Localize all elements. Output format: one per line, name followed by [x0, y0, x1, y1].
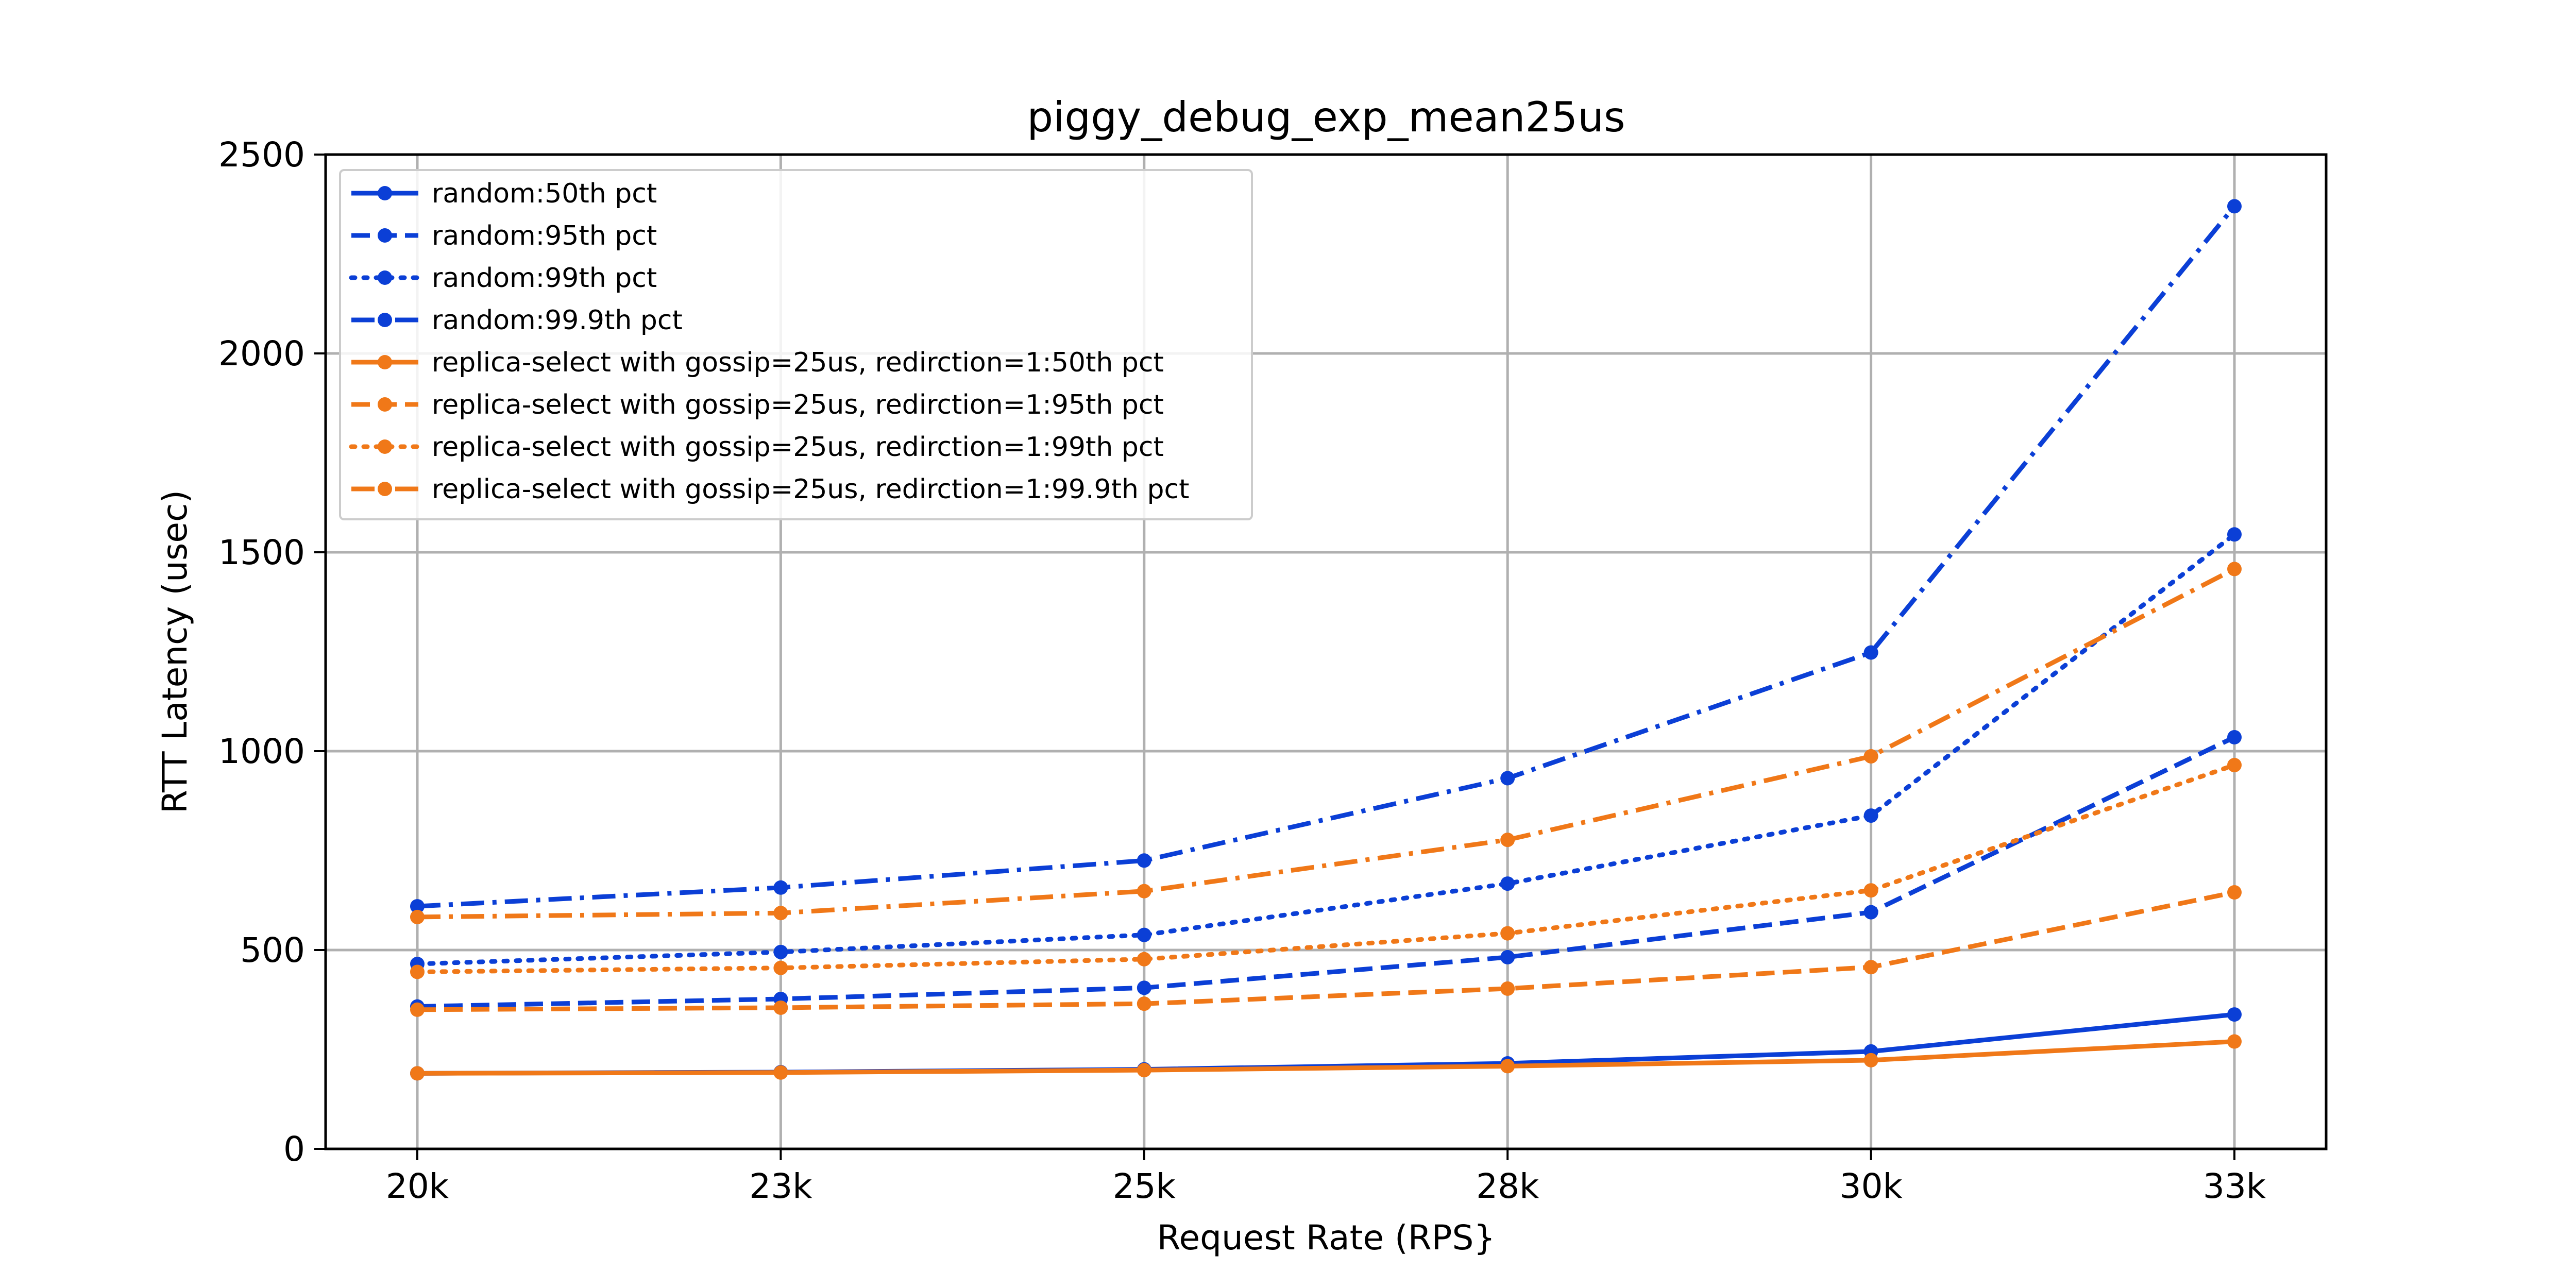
data-point [2227, 1007, 2242, 1022]
legend-swatch-marker [378, 482, 392, 496]
data-point [2227, 562, 2242, 577]
legend-swatch-marker [378, 270, 392, 285]
series-line [415, 762, 2237, 974]
data-point [2227, 1034, 2242, 1049]
data-point [1137, 927, 1151, 942]
data-point [2227, 730, 2242, 744]
data-point [2227, 885, 2242, 900]
data-point [2227, 527, 2242, 542]
legend-label: replica-select with gossip=25us, redirct… [432, 347, 1164, 378]
y-tick-label: 1000 [218, 732, 305, 771]
series-line [417, 567, 2236, 920]
y-axis-label: RTT Latency (usec) [155, 490, 195, 814]
plot-frame [324, 153, 2328, 1150]
legend-swatch-marker [378, 355, 392, 369]
series-3 [410, 527, 2242, 972]
series-4 [410, 199, 2242, 914]
y-tick-label: 0 [283, 1129, 305, 1169]
legend-label: random:99th pct [432, 263, 657, 294]
series-line [417, 205, 2236, 909]
data-point [410, 899, 425, 914]
legend-swatch-marker [378, 313, 392, 327]
data-point [773, 906, 788, 921]
x-axis-label: Request Rate (RPS} [1157, 1218, 1496, 1258]
x-tick-label: 23k [749, 1166, 812, 1206]
legend-label: replica-select with gossip=25us, redirct… [432, 474, 1189, 505]
legend-label: random:99.9th pct [432, 305, 683, 336]
data-point [1863, 808, 1878, 823]
data-point [773, 1000, 788, 1015]
legend-label: replica-select with gossip=25us, redirct… [432, 389, 1164, 420]
data-point [410, 1066, 425, 1081]
data-point [1500, 950, 1515, 964]
y-tick-label: 2000 [218, 334, 305, 374]
chart-title: piggy_debug_exp_mean25us [1027, 93, 1625, 141]
series-line [417, 735, 2235, 1009]
x-tick-label: 25k [1113, 1166, 1176, 1206]
legend-swatch-marker [378, 186, 392, 200]
data-point [1500, 833, 1515, 848]
legend-box [339, 169, 1253, 520]
data-point [1137, 952, 1151, 967]
series-line [417, 1012, 2235, 1076]
legend-swatch-marker [378, 228, 392, 243]
data-point [773, 944, 788, 959]
series-2 [410, 730, 2242, 1014]
data-point [2227, 758, 2242, 773]
data-point [2227, 199, 2242, 214]
data-point [773, 880, 788, 895]
data-point [773, 960, 788, 975]
x-tick-label: 33k [2203, 1166, 2266, 1206]
data-point [1863, 1053, 1878, 1067]
legend-label: random:50th pct [432, 178, 657, 209]
data-point [1137, 884, 1151, 899]
data-point [1500, 926, 1515, 941]
legend-swatch-marker [378, 397, 392, 412]
data-point [410, 964, 425, 979]
data-point [1137, 1063, 1151, 1078]
x-tick-label: 28k [1476, 1166, 1539, 1206]
data-point [1500, 981, 1515, 996]
series-line [415, 532, 2237, 967]
series-5 [410, 1034, 2242, 1081]
data-point [1863, 905, 1878, 920]
data-point [1863, 645, 1878, 660]
series-8 [410, 562, 2242, 924]
data-point [1500, 1059, 1515, 1074]
data-point [1863, 883, 1878, 898]
data-point [1500, 771, 1515, 786]
x-tick-label: 20k [386, 1166, 449, 1206]
data-point [1500, 876, 1515, 891]
y-tick-label: 2500 [218, 135, 305, 175]
legend-swatch-marker [378, 439, 392, 454]
data-point [1137, 996, 1151, 1011]
data-point [410, 1002, 425, 1017]
legend-label: random:95th pct [432, 221, 657, 251]
y-tick-label: 500 [240, 930, 305, 970]
series-line [417, 1039, 2235, 1076]
data-point [1863, 960, 1878, 975]
data-point [410, 909, 425, 924]
series-line [417, 890, 2235, 1012]
data-point [1863, 749, 1878, 764]
legend: random:50th pct random:95th pct random:99t… [339, 169, 1253, 520]
y-tick-label: 1500 [218, 533, 305, 572]
series-6 [410, 885, 2242, 1017]
x-tick-label: 30k [1839, 1166, 1903, 1206]
axes: 20k 23k 25k 28k 30k 33k 0 500 1000 1500 2000 2500 [218, 135, 2266, 1206]
data-point [1137, 980, 1151, 995]
series-lines [410, 199, 2242, 1081]
legend-label: replica-select with gossip=25us, redirct… [432, 432, 1164, 463]
data-point [773, 1065, 788, 1080]
series-7 [410, 758, 2242, 979]
data-point [1137, 853, 1151, 868]
